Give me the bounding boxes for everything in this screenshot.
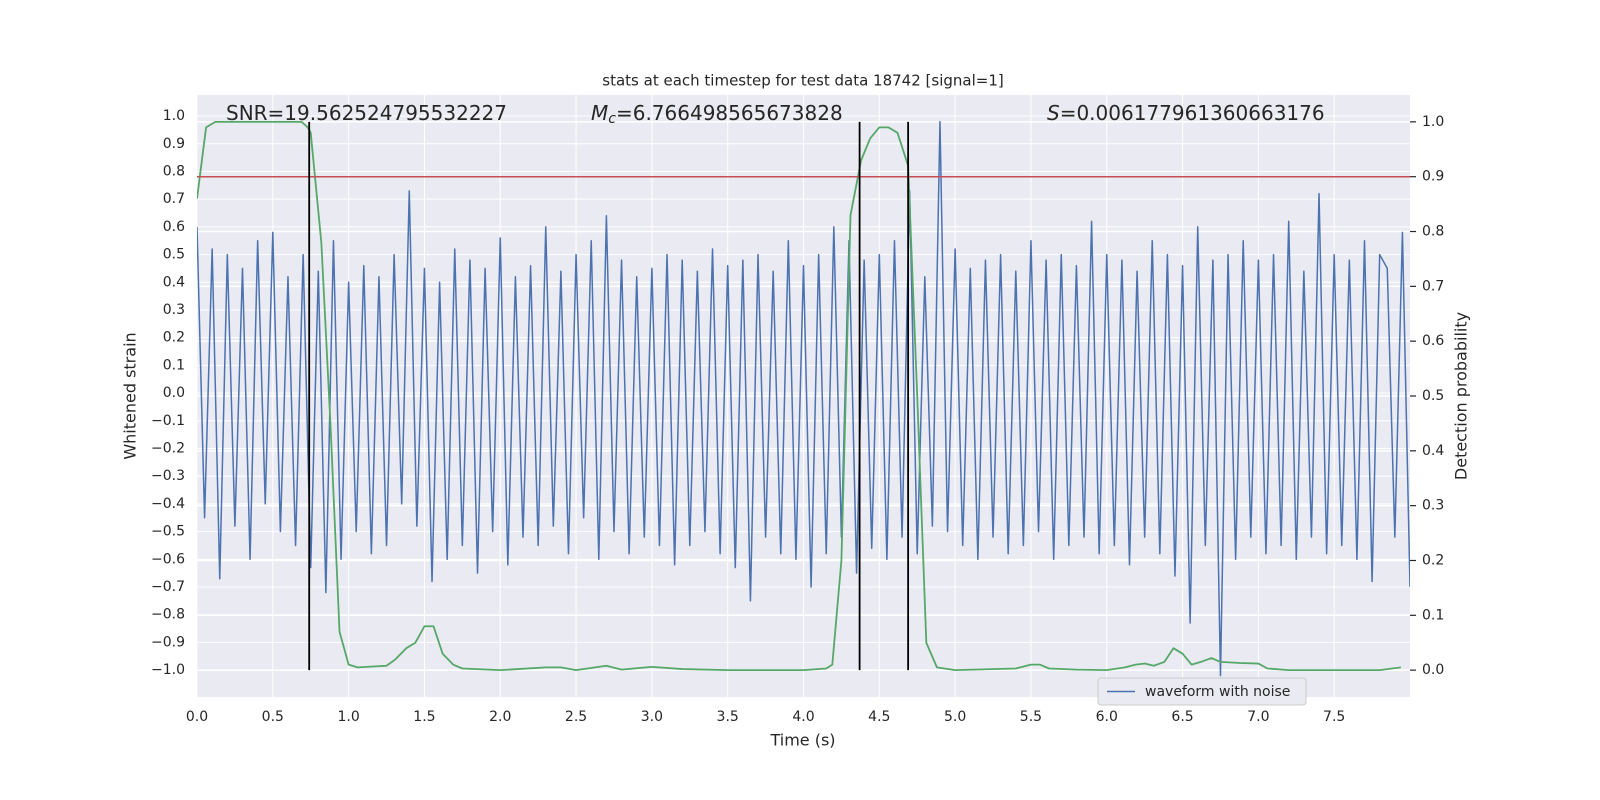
annotation-text: =0.006177961360663176 [1060, 101, 1325, 125]
annotation-symbol: M [591, 101, 608, 125]
x-tick-label: 7.5 [1323, 709, 1345, 725]
y2-tick-label: 0.7 [1422, 278, 1444, 294]
annotation-text: =6.766498565673828 [616, 101, 843, 125]
y-tick-label: −0.7 [151, 579, 185, 595]
annotation: SNR=19.562524795532227 [226, 101, 507, 125]
y2-tick-label: 0.4 [1422, 443, 1444, 459]
y2-tick-label: 0.6 [1422, 333, 1444, 349]
y-tick-label: 0.6 [163, 219, 185, 235]
y-tick-label: 0.8 [163, 163, 185, 179]
x-tick-label: 3.5 [717, 709, 739, 725]
y2-tick-label: 0.2 [1422, 552, 1444, 568]
x-tick-label: 4.0 [792, 709, 814, 725]
y-tick-label: −0.5 [151, 524, 185, 540]
series-line [197, 120, 1402, 672]
annotation-text: SNR=19.562524795532227 [226, 101, 507, 125]
annotation: S=0.006177961360663176 [1047, 101, 1325, 125]
x-tick-label: 1.0 [337, 709, 359, 725]
y2-tick-label: 1.0 [1422, 114, 1444, 130]
y-tick-label: −0.2 [151, 440, 185, 456]
y2-tick-label: 0.9 [1422, 169, 1444, 185]
chart-title: stats at each timestep for test data 187… [602, 72, 1003, 90]
y-tick-label: −1.0 [151, 662, 185, 678]
annotation-symbol: S [1047, 101, 1060, 125]
x-tick-label: 7.0 [1247, 709, 1269, 725]
y-tick-label: −0.6 [151, 551, 185, 567]
x-tick-label: 5.5 [1020, 709, 1042, 725]
y-tick-label: 0.0 [163, 385, 185, 401]
y-tick-label: −0.3 [151, 468, 185, 484]
legend-box [1097, 677, 1307, 706]
series-line [197, 120, 1410, 677]
annotation-subscript: c [608, 111, 616, 127]
y-tick-label: −0.4 [151, 496, 185, 512]
y-tick-label: −0.1 [151, 413, 185, 429]
y-tick-label: −0.8 [151, 607, 185, 623]
annotation: Mc=6.766498565673828 [591, 101, 843, 128]
y2-tick-label: 0.0 [1422, 662, 1444, 678]
x-tick-label: 2.5 [565, 709, 587, 725]
x-tick-label: 6.0 [1096, 709, 1118, 725]
x-tick-label: 3.0 [641, 709, 663, 725]
y-tick-label: 0.9 [163, 136, 185, 152]
y-axis-label: Whitened strain [121, 332, 140, 459]
y2-tick-label: 0.1 [1422, 607, 1444, 623]
x-tick-label: 1.5 [413, 709, 435, 725]
y-tick-label: 1.0 [163, 108, 185, 124]
y-tick-label: 0.7 [163, 191, 185, 207]
y2-axis-label: Detection probability [1452, 312, 1471, 480]
x-tick-label: 5.0 [944, 709, 966, 725]
y-tick-label: 0.5 [163, 247, 185, 263]
x-tick-label: 4.5 [868, 709, 890, 725]
x-tick-label: 6.5 [1171, 709, 1193, 725]
x-axis-label: Time (s) [769, 731, 835, 750]
x-tick-label: 2.0 [489, 709, 511, 725]
y-tick-label: 0.3 [163, 302, 185, 318]
legend-label: waveform with noise [1145, 684, 1290, 700]
x-tick-label: 0.5 [262, 709, 284, 725]
x-tick-label: 0.0 [186, 709, 208, 725]
y2-tick-label: 0.8 [1422, 224, 1444, 240]
y-tick-label: −0.9 [151, 634, 185, 650]
y-tick-label: 0.4 [163, 274, 185, 290]
y-tick-label: 0.1 [163, 357, 185, 373]
y2-tick-label: 0.3 [1422, 498, 1444, 514]
y-tick-label: 0.2 [163, 330, 185, 346]
y2-tick-label: 0.5 [1422, 388, 1444, 404]
